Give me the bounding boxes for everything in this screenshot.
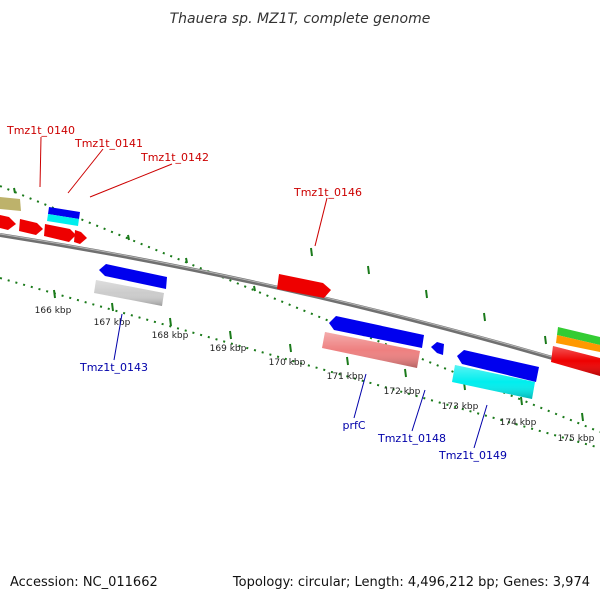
kbp-label: 169 kbp [210,344,247,354]
gene-gray-0143-shade [94,280,164,306]
kbp-label: 166 kbp [35,306,72,316]
gene-red-end-shade [551,346,600,376]
gene-label-tmz1t-0148[interactable]: Tmz1t_0148 [377,432,446,445]
gene-label-prfc[interactable]: prfC [342,419,365,432]
reverse-major-ticks [53,289,584,422]
gene-label-tmz1t-0149[interactable]: Tmz1t_0149 [438,449,507,462]
gene-blue-prfC[interactable] [329,316,424,348]
gene-red-a[interactable] [0,215,16,230]
forward-tick-track [0,185,600,433]
gene-green[interactable] [557,327,600,345]
gene-label-tmz1t-0142[interactable]: Tmz1t_0142 [140,151,209,164]
gene-red-d[interactable] [74,230,87,244]
gene-orange[interactable] [556,335,600,352]
forward-genes [0,197,600,376]
gene-blue-0143[interactable] [99,264,167,289]
kbp-label: 173 kbp [442,402,479,412]
gene-pink-prfC-shade [322,332,420,368]
gene-label-tmz1t-0143[interactable]: Tmz1t_0143 [79,361,148,374]
gene-red-c[interactable] [44,224,76,242]
gene-label-tmz1t-0140[interactable]: Tmz1t_0140 [6,124,75,137]
kbp-label: 175 kbp [558,434,595,444]
kbp-labels: 166 kbp 167 kbp 168 kbp 169 kbp 170 kbp … [35,306,595,444]
genome-backbone [0,233,600,374]
kbp-label: 171 kbp [327,372,364,382]
gene-red-0146[interactable] [277,274,331,298]
kbp-label: 172 kbp [384,387,421,397]
kbp-label: 168 kbp [152,331,189,341]
kbp-label: 174 kbp [500,418,537,428]
gene-blue-0141[interactable] [48,207,80,219]
gene-labels-top [39,136,328,247]
genome-backbone-highlight [0,233,600,372]
gene-red-b[interactable] [19,219,43,235]
reverse-genes [94,264,539,399]
accession-text: Accession: NC_011662 [10,575,158,590]
gene-cyan-0149-shade [452,365,535,399]
gene-blue-small[interactable] [431,342,444,355]
gene-blue-0148[interactable] [457,350,539,382]
gene-label-tmz1t-0146[interactable]: Tmz1t_0146 [293,186,362,199]
gene-labels-bottom [113,313,488,449]
kbp-label: 167 kbp [94,318,131,328]
kbp-label: 170 kbp [269,358,306,368]
genome-summary-text: Topology: circular; Length: 4,496,212 bp… [232,575,590,590]
map-title: Thauera sp. MZ1T, complete genome [170,11,431,27]
gene-label-tmz1t-0141[interactable]: Tmz1t_0141 [74,137,143,150]
gene-olive[interactable] [0,197,21,211]
gene-cyan-0141[interactable] [47,214,79,226]
